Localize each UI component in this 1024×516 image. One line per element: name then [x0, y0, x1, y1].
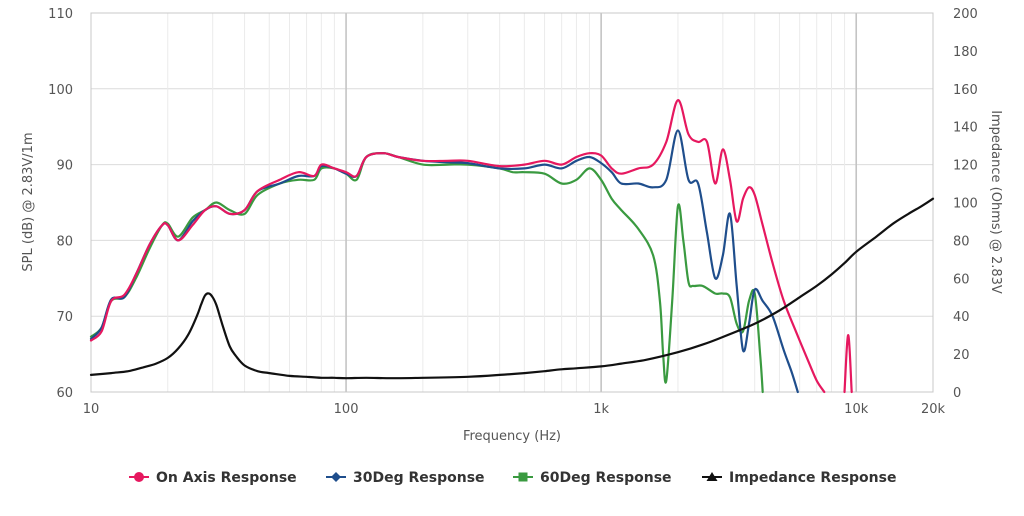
on-axis-response-line [843, 334, 853, 394]
y-tick-label: 100 [48, 83, 73, 98]
impedance-response-legend-label: Impedance Response [729, 470, 896, 486]
y2-tick-label: 0 [953, 386, 961, 401]
30deg-response-legend-label: 30Deg Response [353, 470, 485, 486]
y-tick-label: 70 [56, 310, 73, 325]
on-axis-response-legend-label: On Axis Response [156, 470, 297, 486]
impedance-response-line [89, 197, 935, 380]
y2-tick-label: 120 [953, 159, 978, 174]
x-axis-title: Frequency (Hz) [463, 429, 561, 444]
x-tick-label: 10 [83, 402, 100, 417]
plot-area [90, 12, 934, 393]
y2-tick-label: 20 [953, 348, 970, 363]
x-tick-label: 100 [334, 402, 359, 417]
y2-tick-label: 60 [953, 272, 970, 287]
on-axis-response-line [89, 99, 826, 394]
y2-axis-title: Impedance (Ohms) @ 2.83V [988, 110, 1003, 294]
y-tick-label: 90 [56, 159, 73, 174]
x-tick-label: 20k [921, 402, 946, 417]
y2-tick-label: 180 [953, 45, 978, 60]
series-lines [89, 99, 935, 394]
diamond-marker-icon [331, 472, 341, 482]
x-tick-label: 1k [593, 402, 609, 417]
y2-tick-label: 80 [953, 234, 970, 249]
y-tick-label: 80 [56, 234, 73, 249]
square-marker-icon [518, 472, 528, 482]
y2-tick-label: 40 [953, 310, 970, 325]
60deg-response-legend-label: 60Deg Response [540, 470, 672, 486]
y2-tick-label: 140 [953, 121, 978, 136]
x-axis-ticks: 10 100 1k 10k 20k [83, 402, 946, 417]
y2-axis-ticks: 0 20 40 60 80 100 120 140 160 180 200 [953, 7, 978, 401]
y-tick-label: 110 [48, 7, 73, 22]
legend: On Axis Response 30Deg Response 60Deg Resp… [129, 470, 896, 486]
y2-tick-label: 160 [953, 83, 978, 98]
y-axis-title: SPL (dB) @ 2.83V/1m [21, 132, 36, 271]
circle-marker-icon [134, 472, 144, 482]
x-tick-label: 10k [844, 402, 869, 417]
triangle-marker-icon [706, 472, 718, 481]
30deg-response-line [89, 129, 799, 394]
y-tick-label: 60 [56, 386, 73, 401]
y2-tick-label: 100 [953, 197, 978, 212]
y-axis-ticks: 60 70 80 90 100 110 [48, 7, 73, 401]
y2-tick-label: 200 [953, 7, 978, 22]
